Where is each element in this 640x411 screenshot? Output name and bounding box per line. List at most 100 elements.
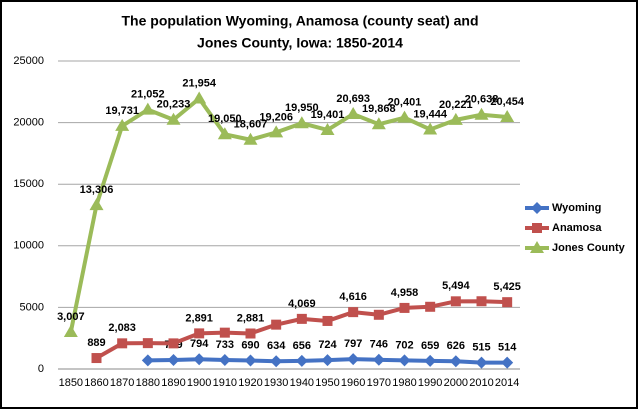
x-tick-label: 1990 [418, 377, 442, 389]
x-tick-label: 1920 [238, 377, 262, 389]
legend-label: Jones County [552, 242, 626, 254]
data-point [373, 309, 384, 320]
data-point [218, 353, 231, 366]
data-point [372, 353, 385, 366]
data-point [476, 296, 487, 307]
legend-marker [531, 202, 543, 214]
data-point [501, 356, 514, 369]
data-label: 3,007 [57, 311, 85, 323]
data-label: 19,731 [105, 105, 139, 117]
data-point [271, 319, 282, 330]
x-tick-label: 2000 [444, 377, 468, 389]
data-point [193, 353, 206, 366]
y-tick-label: 0 [38, 363, 44, 375]
data-label: 514 [498, 342, 517, 354]
data-point [322, 315, 333, 326]
data-point [194, 328, 205, 339]
data-label: 2,891 [185, 312, 213, 324]
x-tick-label: 1980 [392, 377, 416, 389]
x-tick-label: 1960 [341, 377, 365, 389]
data-label: 5,494 [442, 280, 470, 292]
data-label: 13,306 [80, 184, 114, 196]
data-point [448, 112, 463, 125]
data-label: 20,638 [465, 94, 499, 106]
x-tick-label: 1900 [187, 377, 211, 389]
data-point [425, 301, 436, 312]
data-point [91, 353, 102, 364]
data-point [219, 327, 230, 338]
x-tick-label: 1950 [315, 377, 339, 389]
x-tick-label: 1850 [59, 377, 83, 389]
data-point [475, 356, 488, 369]
y-tick-label: 15000 [13, 178, 44, 190]
data-label: 19,950 [285, 102, 319, 114]
x-tick-label: 1970 [367, 377, 391, 389]
data-point [449, 355, 462, 368]
data-point [371, 117, 386, 130]
data-point [423, 122, 438, 135]
data-label: 4,958 [391, 287, 419, 299]
data-point [270, 355, 283, 368]
data-point [321, 354, 334, 367]
x-tick-label: 1940 [290, 377, 314, 389]
x-tick-label: 1890 [161, 377, 185, 389]
data-point [89, 198, 104, 211]
data-label: 746 [370, 339, 388, 351]
data-label: 19,444 [413, 108, 448, 120]
data-point [294, 116, 309, 129]
data-point [347, 353, 360, 366]
data-point [243, 132, 258, 145]
data-label: 656 [293, 340, 311, 352]
y-tick-label: 10000 [13, 240, 44, 252]
data-point [245, 328, 256, 339]
data-point [244, 354, 257, 367]
data-point [397, 110, 412, 123]
data-label: 5,425 [493, 281, 521, 293]
data-label: 20,233 [157, 99, 191, 111]
data-label: 2,083 [108, 322, 136, 334]
data-label: 18,607 [234, 119, 268, 131]
data-point [320, 122, 335, 135]
data-point [399, 302, 410, 313]
data-label: 19,401 [311, 109, 345, 121]
data-label: 889 [87, 337, 105, 349]
data-label: 4,069 [288, 298, 316, 310]
data-label: 724 [318, 339, 337, 351]
data-label: 733 [216, 339, 234, 351]
data-label: 702 [395, 339, 413, 351]
data-point [192, 91, 207, 104]
data-point [115, 118, 130, 131]
data-point [398, 354, 411, 367]
data-point [474, 107, 489, 120]
legend-marker [530, 241, 544, 253]
x-tick-label: 1930 [264, 377, 288, 389]
data-label: 2,881 [237, 312, 265, 324]
data-point [166, 112, 181, 125]
data-point [63, 324, 78, 337]
data-label: 19,206 [259, 111, 293, 123]
data-label: 19,868 [362, 103, 396, 115]
legend-label: Wyoming [552, 202, 601, 214]
data-point [424, 354, 437, 367]
data-label: 515 [472, 342, 490, 354]
chart-title: Jones County, Iowa: 1850-2014 [197, 35, 403, 51]
data-point [346, 107, 361, 120]
data-point [167, 354, 180, 367]
data-label: 21,954 [182, 77, 217, 89]
data-label: 797 [344, 338, 362, 350]
legend-marker [532, 223, 542, 233]
data-point [140, 102, 155, 115]
data-point [502, 297, 513, 308]
data-point [500, 110, 515, 123]
data-point [269, 125, 284, 138]
data-label: 20,454 [490, 96, 525, 108]
data-point [348, 307, 359, 318]
data-label: 21,052 [131, 89, 165, 101]
chart-title: The population Wyoming, Anamosa (county … [121, 13, 478, 29]
data-label: 19,050 [208, 113, 242, 125]
data-label: 626 [447, 340, 465, 352]
legend-label: Anamosa [552, 222, 602, 234]
data-label: 20,693 [336, 93, 370, 105]
